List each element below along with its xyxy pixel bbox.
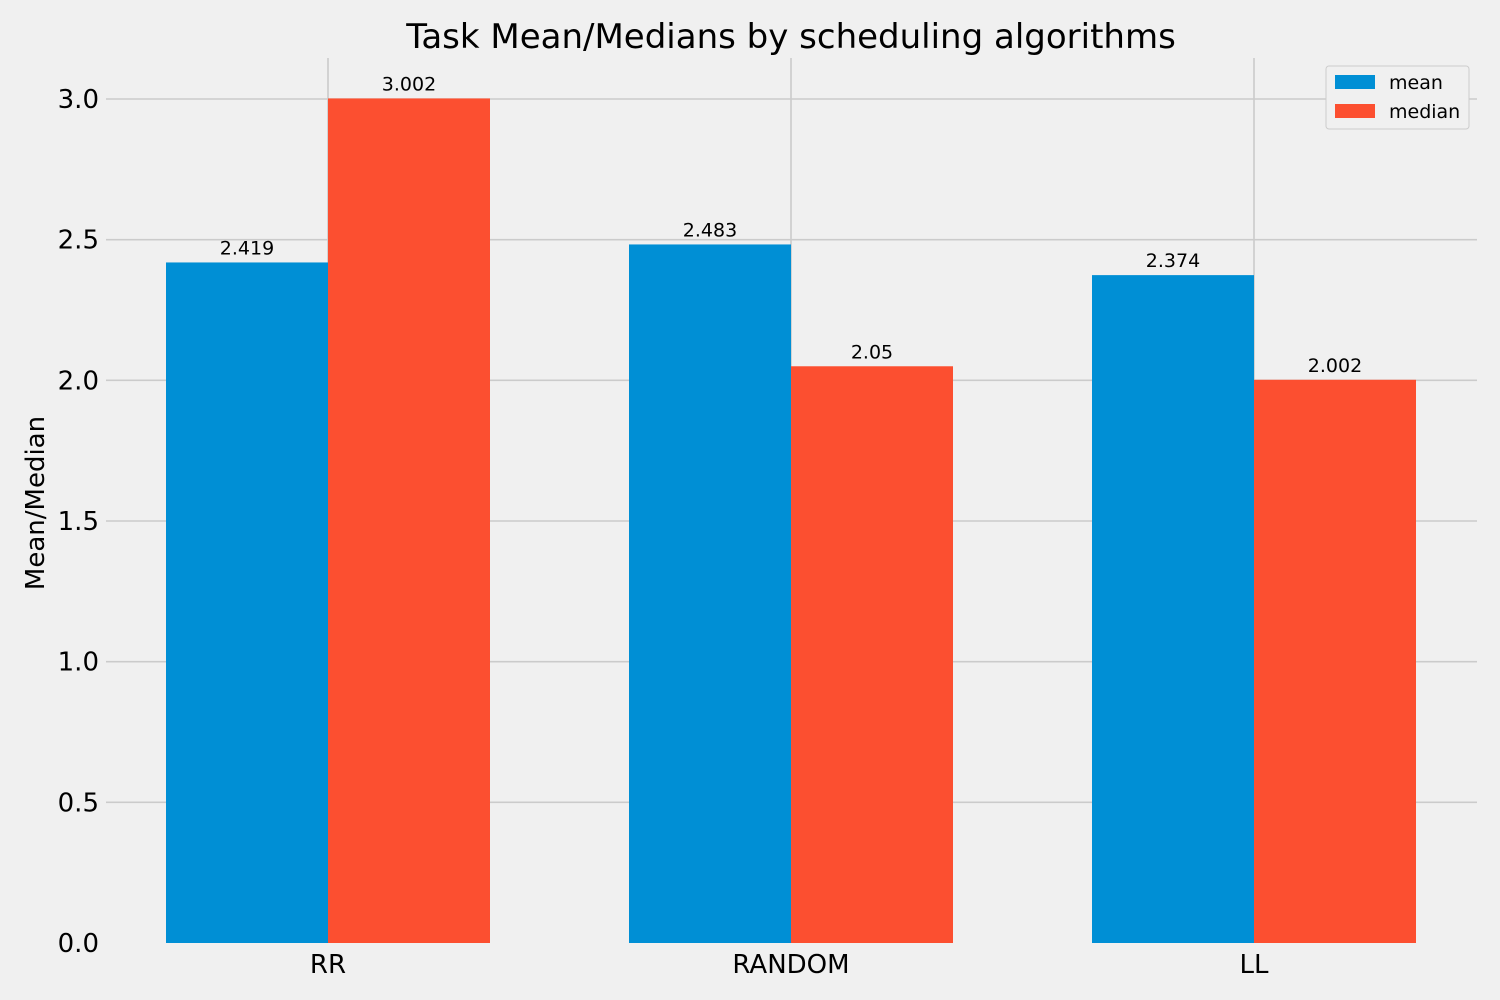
x-tick-label: RR [310, 950, 346, 980]
bar-median-ll [1254, 379, 1416, 944]
legend-label-median: median [1389, 101, 1460, 123]
bar-median-random [791, 366, 953, 943]
y-tick-label: 3.0 [58, 85, 99, 115]
y-tick-label: 1.0 [58, 648, 99, 678]
y-tick-label: 2.5 [58, 226, 99, 256]
data-label-median-random: 2.05 [851, 341, 893, 363]
labels-layer: 2.419 2.483 2.374 3.002 2.05 2.002 [220, 73, 1362, 376]
bar-mean-rr [166, 262, 328, 943]
y-tick-label: 2.0 [58, 366, 99, 396]
y-tick-label: 0.5 [58, 788, 99, 818]
y-tick-label: 1.5 [58, 507, 99, 537]
bar-mean-ll [1092, 275, 1254, 944]
bar-median-rr [328, 98, 490, 944]
data-label-median-ll: 2.002 [1308, 355, 1362, 377]
data-label-mean-random: 2.483 [683, 219, 737, 241]
y-tick-label: 0.0 [58, 929, 99, 959]
bars-layer [166, 98, 1416, 944]
data-label-mean-rr: 2.419 [220, 237, 274, 259]
bar-mean-random [629, 244, 791, 943]
y-axis-label: Mean/Median [21, 416, 51, 590]
data-label-median-rr: 3.002 [382, 73, 436, 95]
axes-layer: 0.0 0.5 1.0 1.5 2.0 2.5 3.0 RR RANDOM LL [58, 85, 1269, 980]
legend: mean median [1325, 65, 1470, 130]
legend-swatch-median [1335, 104, 1375, 118]
chart-title: Task Mean/Medians by scheduling algorith… [405, 17, 1176, 57]
legend-label-mean: mean [1389, 72, 1443, 94]
x-tick-label: RANDOM [732, 950, 849, 980]
legend-swatch-mean [1335, 75, 1375, 89]
data-label-mean-ll: 2.374 [1146, 250, 1200, 272]
x-tick-label: LL [1240, 950, 1269, 980]
